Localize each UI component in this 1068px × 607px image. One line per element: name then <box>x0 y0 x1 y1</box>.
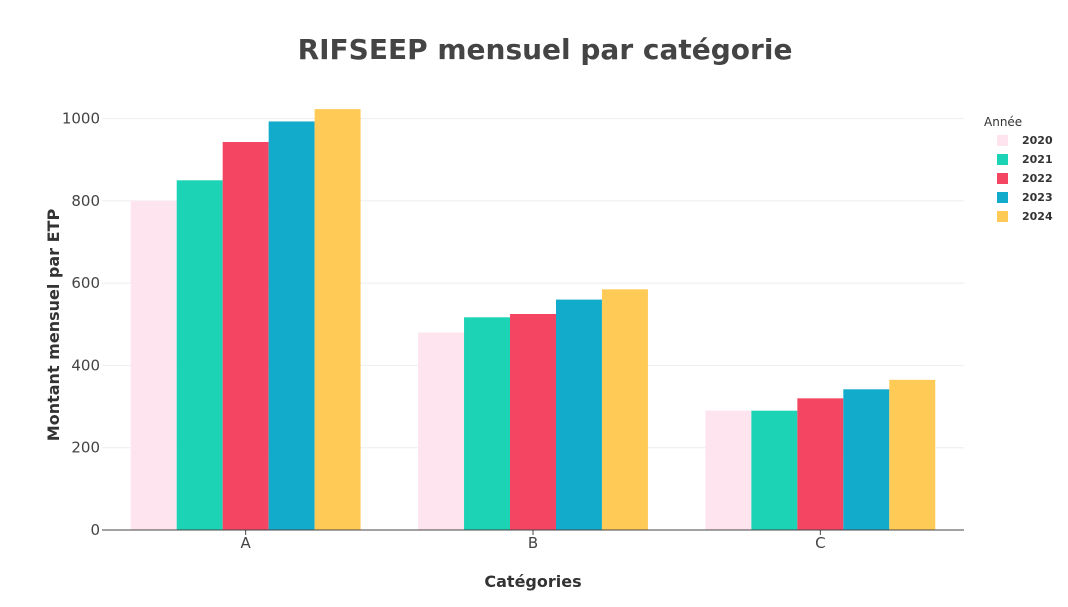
y-tick-label: 0 <box>90 521 100 539</box>
x-tick-label: C <box>815 534 825 552</box>
legend-swatch <box>997 154 1008 165</box>
legend-item-2024[interactable]: 2024 <box>997 210 1053 223</box>
bar-A-2021[interactable] <box>176 180 223 531</box>
legend-title: Année <box>984 115 1022 129</box>
y-tick-label: 600 <box>71 274 100 292</box>
bar-C-2024[interactable] <box>889 379 936 530</box>
x-tick-label: B <box>528 534 538 552</box>
legend-label: 2021 <box>1022 153 1053 166</box>
bar-C-2021[interactable] <box>751 410 798 530</box>
legend-label: 2024 <box>1022 210 1053 223</box>
legend-swatch <box>997 211 1008 222</box>
legend-item-2020[interactable]: 2020 <box>997 134 1053 147</box>
bar-B-2023[interactable] <box>555 299 602 530</box>
axes: 0 200 400 600 800 1000 A B C <box>62 110 964 552</box>
y-tick-label: 200 <box>71 439 100 457</box>
legend-swatch <box>997 173 1008 184</box>
legend-item-2021[interactable]: 2021 <box>997 153 1053 166</box>
legend-swatch <box>997 192 1008 203</box>
y-tick-label: 1000 <box>62 110 100 128</box>
bar-B-2020[interactable] <box>418 332 465 530</box>
legend-label: 2023 <box>1022 191 1053 204</box>
bar-A-2023[interactable] <box>268 121 315 531</box>
legend-item-2022[interactable]: 2022 <box>997 172 1053 185</box>
y-axis-title: Montant mensuel par ETP <box>44 209 63 442</box>
legend-swatch <box>997 135 1008 146</box>
legend[interactable]: Année 2020 2021 2022 2023 2024 <box>984 115 1053 223</box>
bar-A-2022[interactable] <box>222 142 269 530</box>
x-axis-title: Catégories <box>484 572 581 591</box>
bar-C-2022[interactable] <box>797 398 844 530</box>
y-tick-label: 400 <box>71 356 100 374</box>
bar-A-2024[interactable] <box>314 109 361 530</box>
x-tick-label: A <box>241 534 252 552</box>
legend-label: 2020 <box>1022 134 1053 147</box>
chart-title: RIFSEEP mensuel par catégorie <box>298 33 793 66</box>
bar-A-2020[interactable] <box>130 200 177 530</box>
bar-B-2021[interactable] <box>464 317 511 530</box>
bar-C-2020[interactable] <box>705 410 752 530</box>
bar-C-2023[interactable] <box>843 389 890 530</box>
legend-item-2023[interactable]: 2023 <box>997 191 1053 204</box>
bars <box>130 109 936 531</box>
bar-B-2024[interactable] <box>601 289 648 530</box>
y-tick-label: 800 <box>71 192 100 210</box>
bar-B-2022[interactable] <box>510 314 556 530</box>
legend-label: 2022 <box>1022 172 1053 185</box>
